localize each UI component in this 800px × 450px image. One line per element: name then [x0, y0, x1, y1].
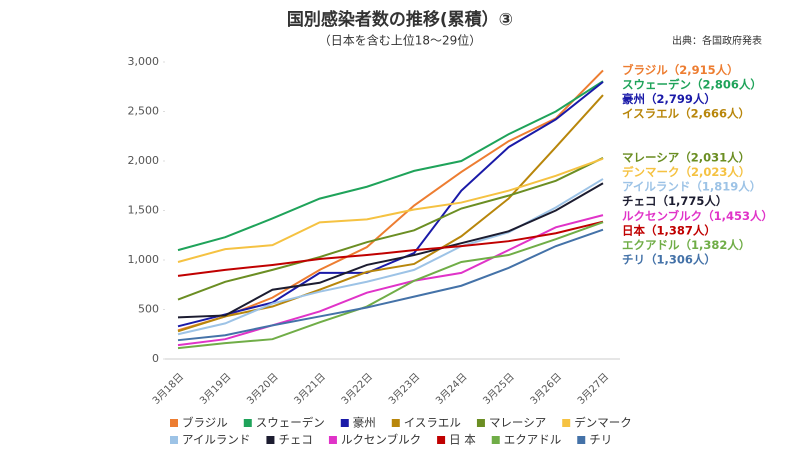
y-tick-label: 3,000 [128, 55, 160, 68]
series-line [177, 94, 604, 333]
legend-label: 日 本 [449, 433, 476, 447]
legend-label: デンマーク [574, 416, 632, 430]
series-line [177, 228, 604, 342]
end-label: ルクセンブルク（1,453人） [622, 209, 773, 223]
series-line [177, 157, 604, 301]
x-tick-label: 3月21日 [292, 371, 328, 407]
legend-swatch [243, 419, 252, 427]
y-tick-label: 1,000 [128, 253, 160, 266]
legend-label: ルクセンブルク [341, 433, 421, 447]
end-label: チェコ（1,775人） [622, 194, 727, 208]
end-label: アイルランド（1,819人） [622, 180, 761, 194]
series-line [177, 220, 604, 277]
x-tick-label: 3月22日 [339, 371, 375, 407]
x-tick-label: 3月19日 [197, 371, 233, 407]
end-label: チリ（1,306人） [622, 253, 716, 267]
x-tick-label: 3月27日 [575, 371, 611, 407]
legend-swatch [577, 436, 586, 444]
end-label: スウェーデン（2,806人） [622, 78, 762, 92]
legend-swatch [437, 436, 446, 444]
series-line [177, 157, 604, 263]
legend-swatch [266, 436, 275, 444]
y-tick-label: 2,000 [128, 154, 160, 167]
x-tick-label: 3月25日 [481, 371, 517, 407]
x-tick-label: 3月24日 [433, 371, 469, 407]
source: 出典：各国政府発表 [672, 34, 762, 47]
series-line [177, 81, 604, 328]
chart-title: 国別感染者数の推移(累積）③ [287, 9, 513, 30]
legend-label: スウェーデン [256, 416, 325, 430]
end-label: イスラエル（2,666人） [622, 107, 750, 121]
series-line [177, 69, 604, 332]
chart-subtitle: （日本を含む上位18～29位） [319, 33, 482, 48]
legend-swatch [170, 436, 178, 444]
legend-label: チリ [589, 433, 612, 447]
legend-label: イスラエル [404, 416, 461, 430]
end-label: マレーシア（2,031人） [622, 150, 750, 164]
legend-swatch [391, 419, 400, 427]
legend-swatch [491, 436, 500, 444]
series-line [177, 221, 604, 350]
legend-label: アイルランド [182, 433, 250, 447]
y-tick-label: 0 [152, 352, 159, 365]
legend-swatch [562, 419, 571, 427]
end-label: 日本（1,387人） [622, 223, 716, 237]
legend-label: ブラジル [182, 416, 228, 430]
end-label: ブラジル（2,915人） [622, 63, 739, 77]
y-tick-label: 2,500 [128, 105, 160, 118]
x-tick-label: 3月20日 [245, 371, 281, 407]
end-label: エクアドル（1,382人） [622, 238, 750, 252]
x-tick-label: 3月26日 [528, 371, 564, 407]
series-line [177, 214, 604, 347]
legend-label: 豪州 [353, 416, 376, 430]
series-line [177, 182, 604, 319]
y-tick-label: 1,500 [128, 204, 160, 217]
x-tick-label: 3月23日 [386, 371, 422, 407]
legend-swatch [476, 419, 485, 427]
legend-label: エクアドル [504, 433, 562, 447]
legend-swatch [340, 419, 349, 427]
y-tick-label: 500 [138, 303, 159, 316]
series-line [177, 80, 604, 252]
legend-swatch [328, 436, 337, 444]
legend-label: チェコ [278, 433, 313, 447]
x-tick-label: 3月18日 [150, 371, 186, 407]
legend-swatch [170, 419, 178, 427]
end-label: 豪州（2,799人） [622, 92, 716, 106]
legend-label: マレーシア [489, 416, 546, 430]
end-label: デンマーク（2,023人） [622, 165, 750, 179]
